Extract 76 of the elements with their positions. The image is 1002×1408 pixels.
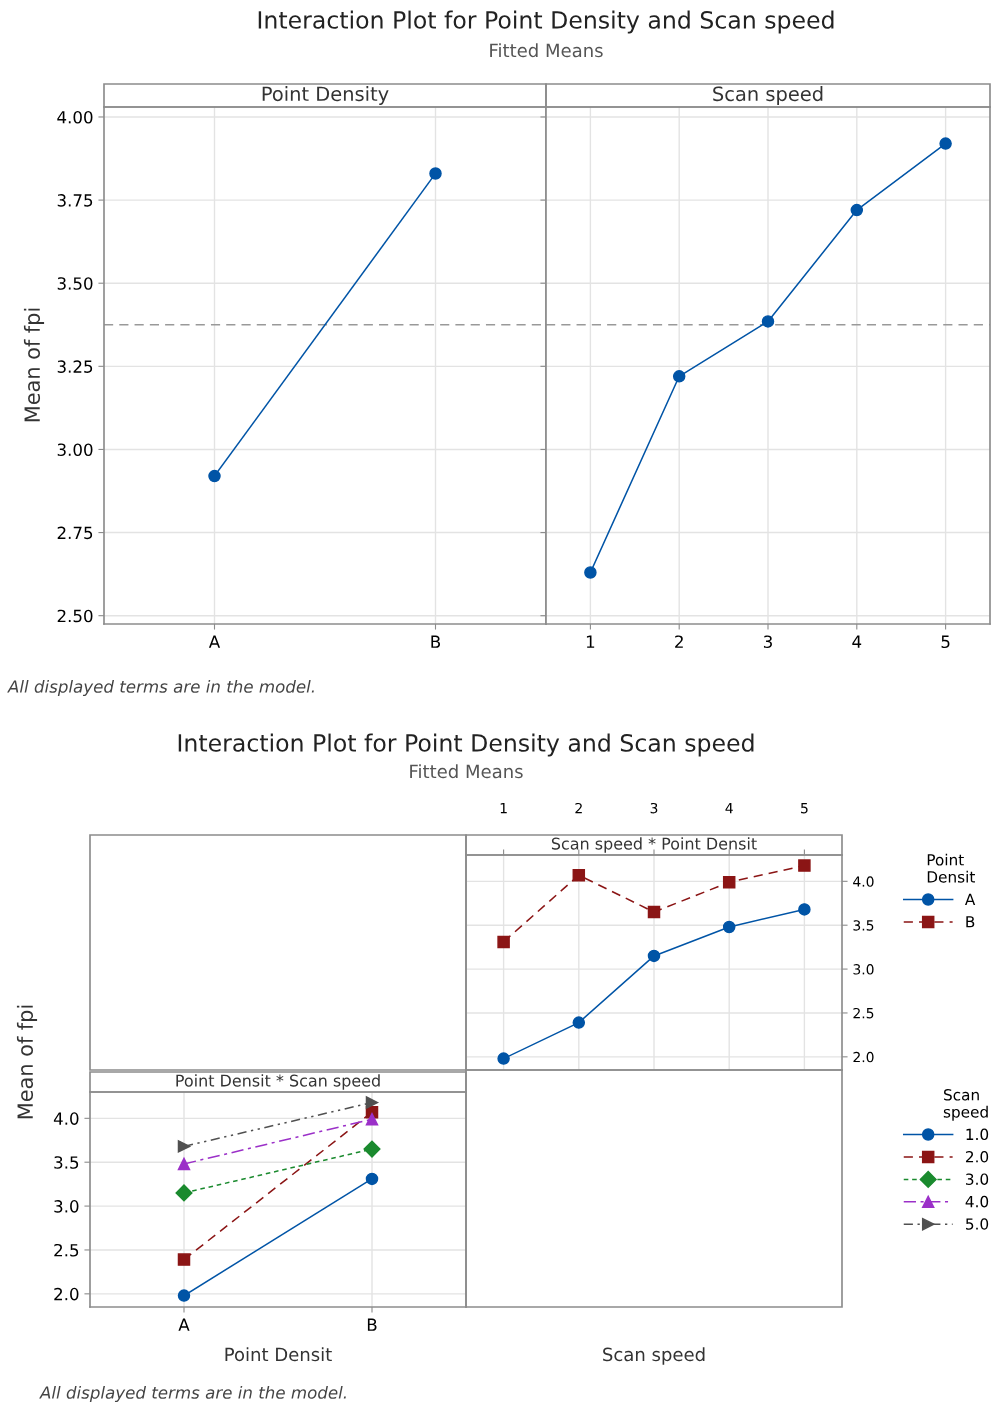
y-tick-label: 3.0 <box>853 964 874 975</box>
legend-title: Point Densit <box>927 853 975 883</box>
legend-label: B <box>966 916 975 928</box>
y-tick-label: 3.0 <box>54 1200 79 1213</box>
point <box>647 905 661 919</box>
text: Fitted Means <box>490 43 603 58</box>
x-tick-label: A <box>208 635 221 648</box>
text: Interaction Plot for Point Density and Scan speed <box>178 733 754 757</box>
point <box>365 1172 379 1186</box>
chart-title: Scan speed <box>713 86 823 105</box>
x-tick-label: 2 <box>675 635 683 648</box>
legend-label: 1.0 <box>966 1128 989 1141</box>
point <box>722 875 736 889</box>
point <box>365 1112 379 1126</box>
point <box>572 1016 586 1029</box>
point <box>363 1140 381 1158</box>
point <box>497 1052 510 1065</box>
point <box>177 1253 191 1266</box>
legend-label: 5.0 <box>966 1218 989 1230</box>
x-tick-label: 4 <box>725 803 733 814</box>
x-tick-label: 2 <box>575 802 582 814</box>
point <box>365 1096 379 1109</box>
point <box>177 1140 191 1153</box>
text: All displayed terms are in the model. <box>39 1385 346 1403</box>
point <box>850 203 864 217</box>
y-axis-title: Mean of fpi <box>23 308 45 422</box>
y-tick-label: 2.5 <box>54 1243 79 1257</box>
point <box>722 920 736 934</box>
y-tick-label: 2.0 <box>54 1287 79 1301</box>
point <box>798 903 811 916</box>
point <box>177 1289 191 1302</box>
y-tick-label: 3.75 <box>57 194 93 207</box>
point <box>647 949 661 963</box>
y-tick-label: 2.5 <box>853 1007 874 1019</box>
x-tick-label: 4 <box>852 635 862 648</box>
y-tick-label: 3.5 <box>853 920 874 931</box>
point <box>939 137 952 150</box>
y-tick-label: 4.0 <box>853 876 874 887</box>
y-tick-label: 2.0 <box>853 1051 874 1063</box>
point <box>798 859 811 872</box>
x-tick-label: 3 <box>763 635 772 649</box>
x-axis-title: Scan speed <box>603 1347 705 1365</box>
y-axis-title: Mean of fpi <box>16 1005 38 1119</box>
y-tick-label: 3.5 <box>54 1156 79 1169</box>
x-tick-label: 1 <box>586 635 595 648</box>
point <box>584 566 597 579</box>
x-axis-title: Point Densit <box>225 1347 332 1362</box>
y-tick-label: 3.25 <box>57 360 93 373</box>
chart-title: Point Densit * Scan speed <box>176 1074 380 1090</box>
x-tick-label: 5 <box>801 803 808 814</box>
point <box>761 315 775 328</box>
y-tick-label: 3.50 <box>57 277 93 290</box>
y-tick-label: 3.00 <box>57 443 93 457</box>
chart-title: Scan speed * Point Densit <box>551 837 757 853</box>
legend-label: A <box>964 893 976 905</box>
text: All displayed terms are in the model. <box>7 679 314 697</box>
legend-title: Scan speed <box>943 1089 988 1121</box>
text: Interaction Plot for Point Density and Scan speed <box>258 10 834 34</box>
x-tick-label: 3 <box>650 802 658 814</box>
x-tick-label: 5 <box>941 635 950 649</box>
point <box>497 935 510 949</box>
y-tick-label: 4.00 <box>57 110 93 124</box>
point <box>672 370 686 383</box>
x-tick-label: 1 <box>500 803 507 814</box>
y-tick-label: 4.0 <box>53 1112 79 1125</box>
point <box>175 1184 193 1202</box>
legend-label: 3.0 <box>966 1173 989 1185</box>
y-tick-label: 2.75 <box>57 526 93 540</box>
chart-title: Point Density <box>262 86 389 105</box>
legend-label: 4.0 <box>965 1195 989 1208</box>
x-tick-label: B <box>431 635 441 648</box>
point <box>177 1157 191 1171</box>
point <box>572 868 586 882</box>
legend-label: 2.0 <box>965 1150 989 1163</box>
text: Fitted Means <box>410 764 523 779</box>
y-tick-label: 2.50 <box>57 609 93 623</box>
